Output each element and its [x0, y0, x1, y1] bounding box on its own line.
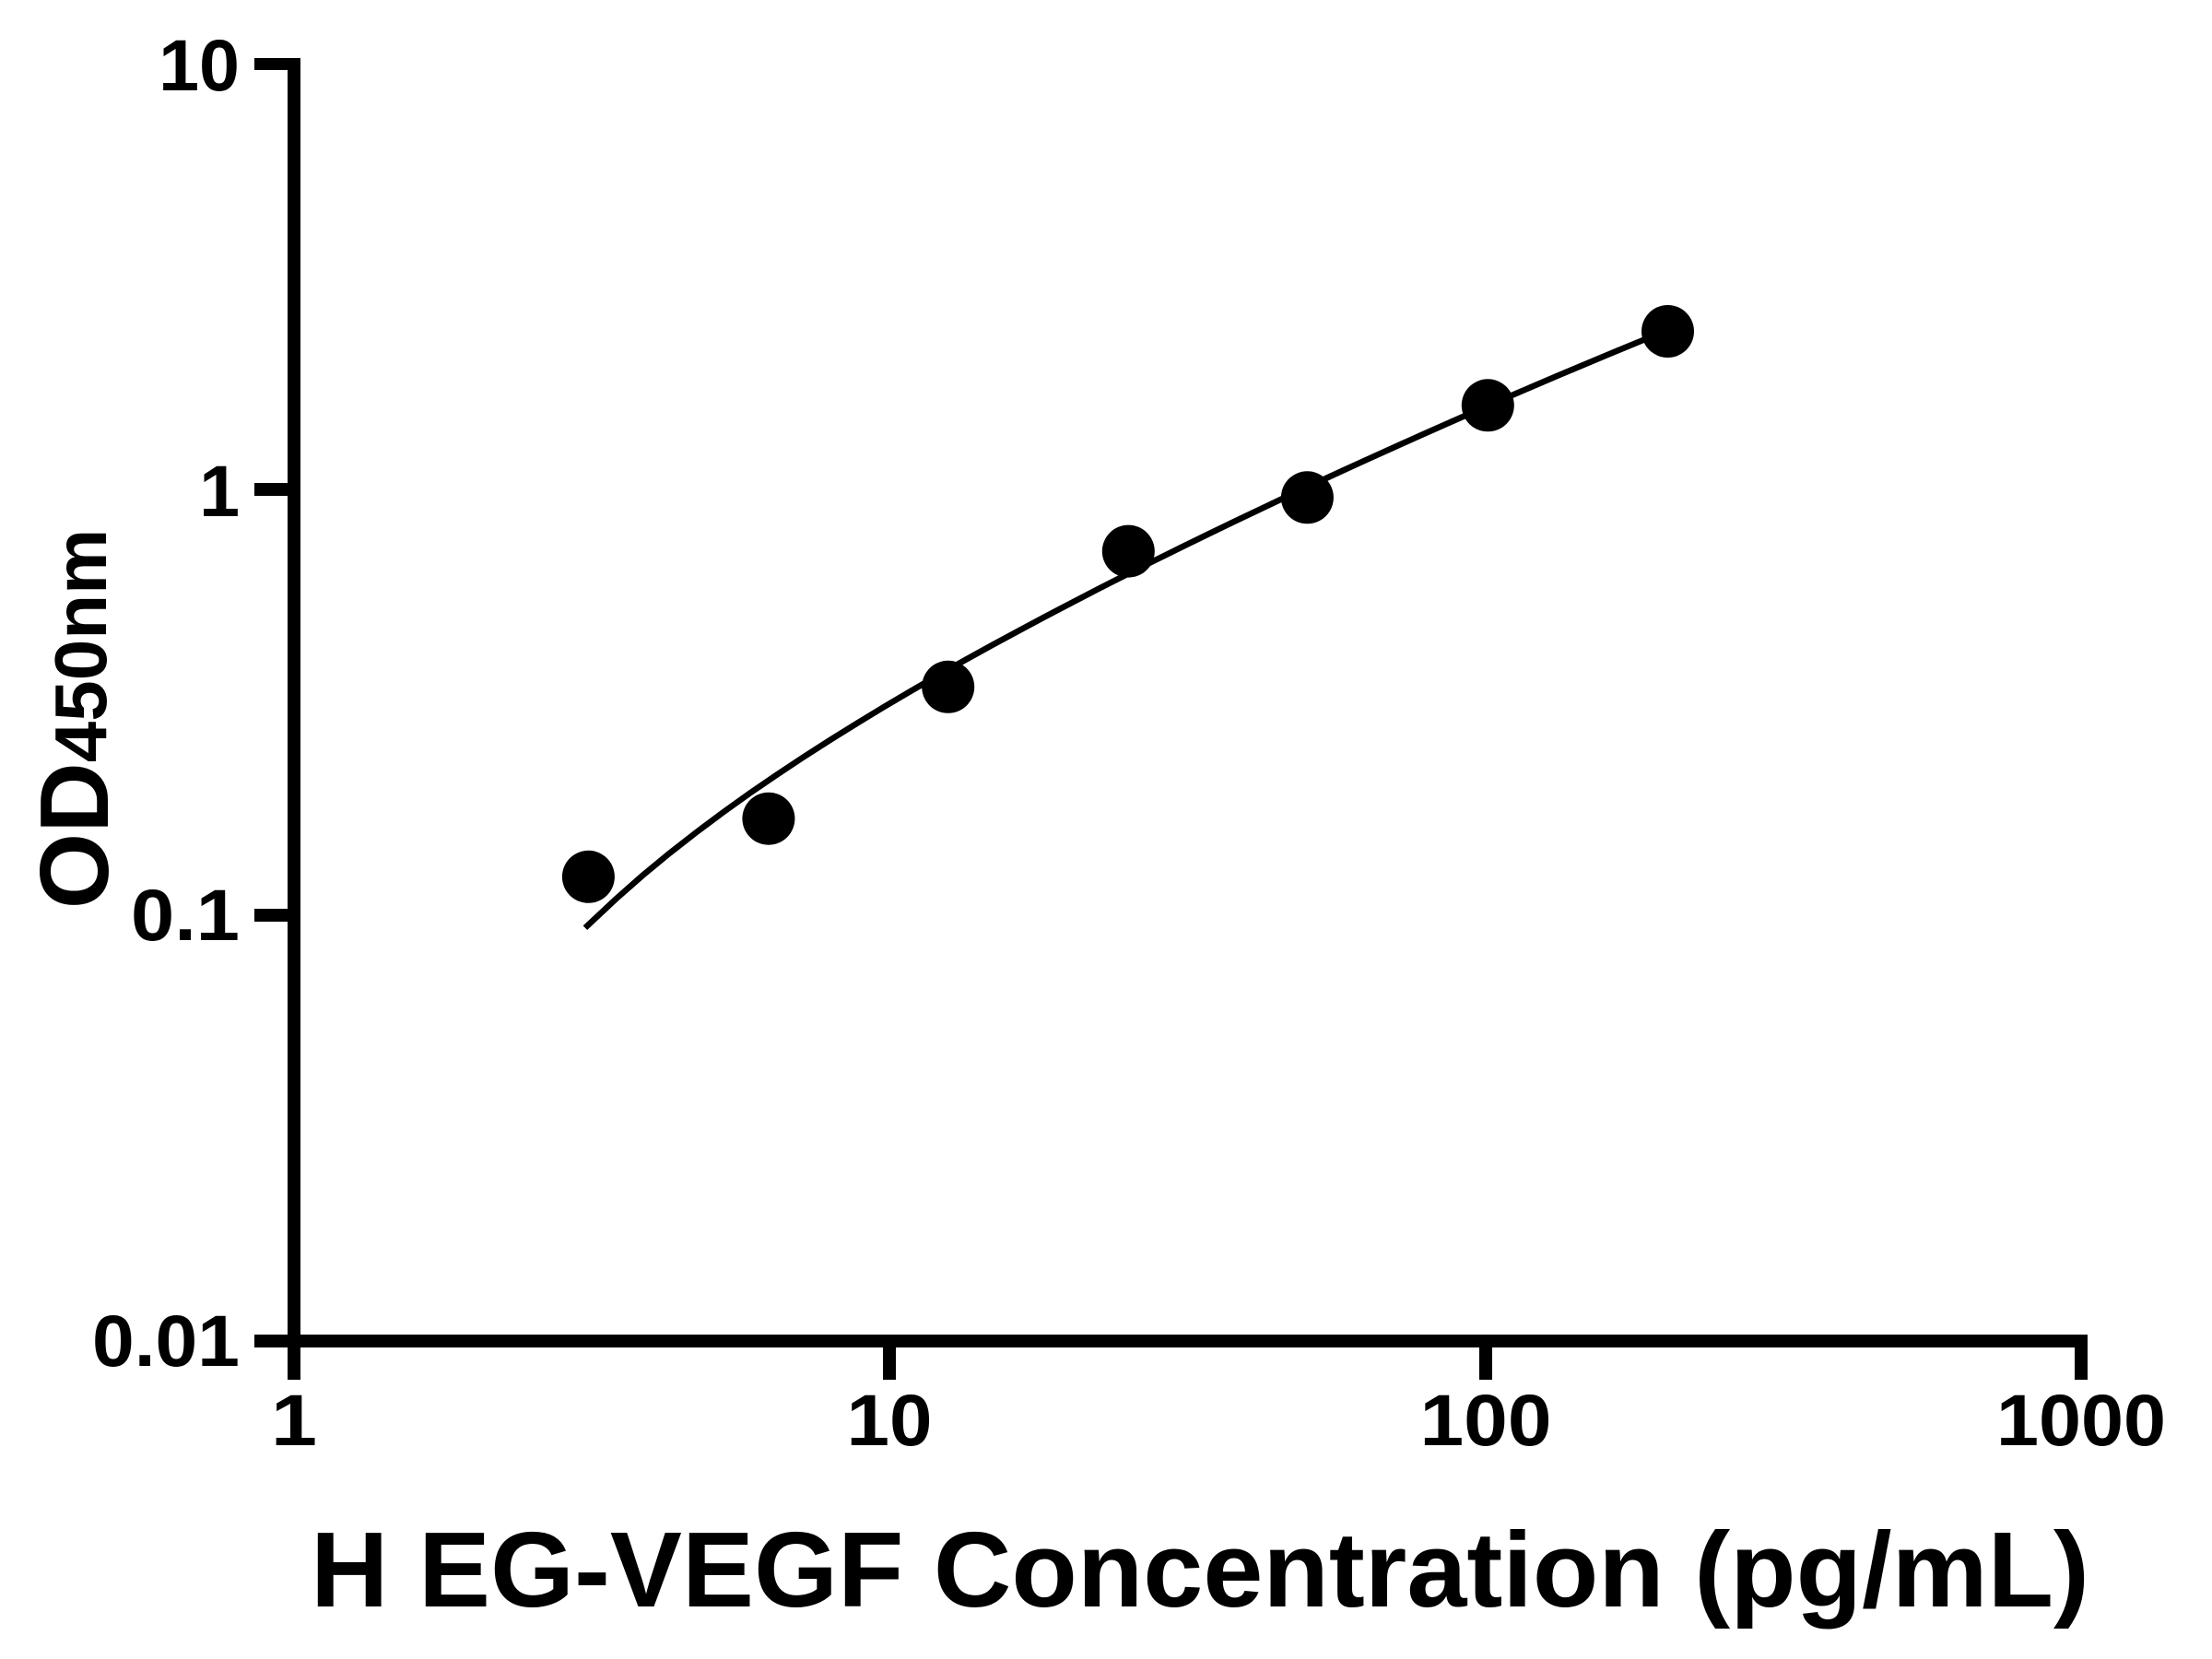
svg-text:1000: 1000 — [1996, 1379, 2166, 1461]
svg-text:1: 1 — [199, 450, 240, 532]
svg-text:0.01: 0.01 — [92, 1300, 240, 1382]
svg-text:10: 10 — [159, 24, 240, 106]
svg-text:H EG-VEGF Concentration (pg/mL: H EG-VEGF Concentration (pg/mL) — [311, 1510, 2089, 1630]
svg-text:0.1: 0.1 — [131, 874, 240, 956]
svg-text:OD450nm: OD450nm — [20, 529, 129, 909]
svg-text:1: 1 — [271, 1379, 317, 1461]
svg-text:100: 100 — [1420, 1379, 1552, 1461]
svg-text:10: 10 — [847, 1379, 933, 1461]
